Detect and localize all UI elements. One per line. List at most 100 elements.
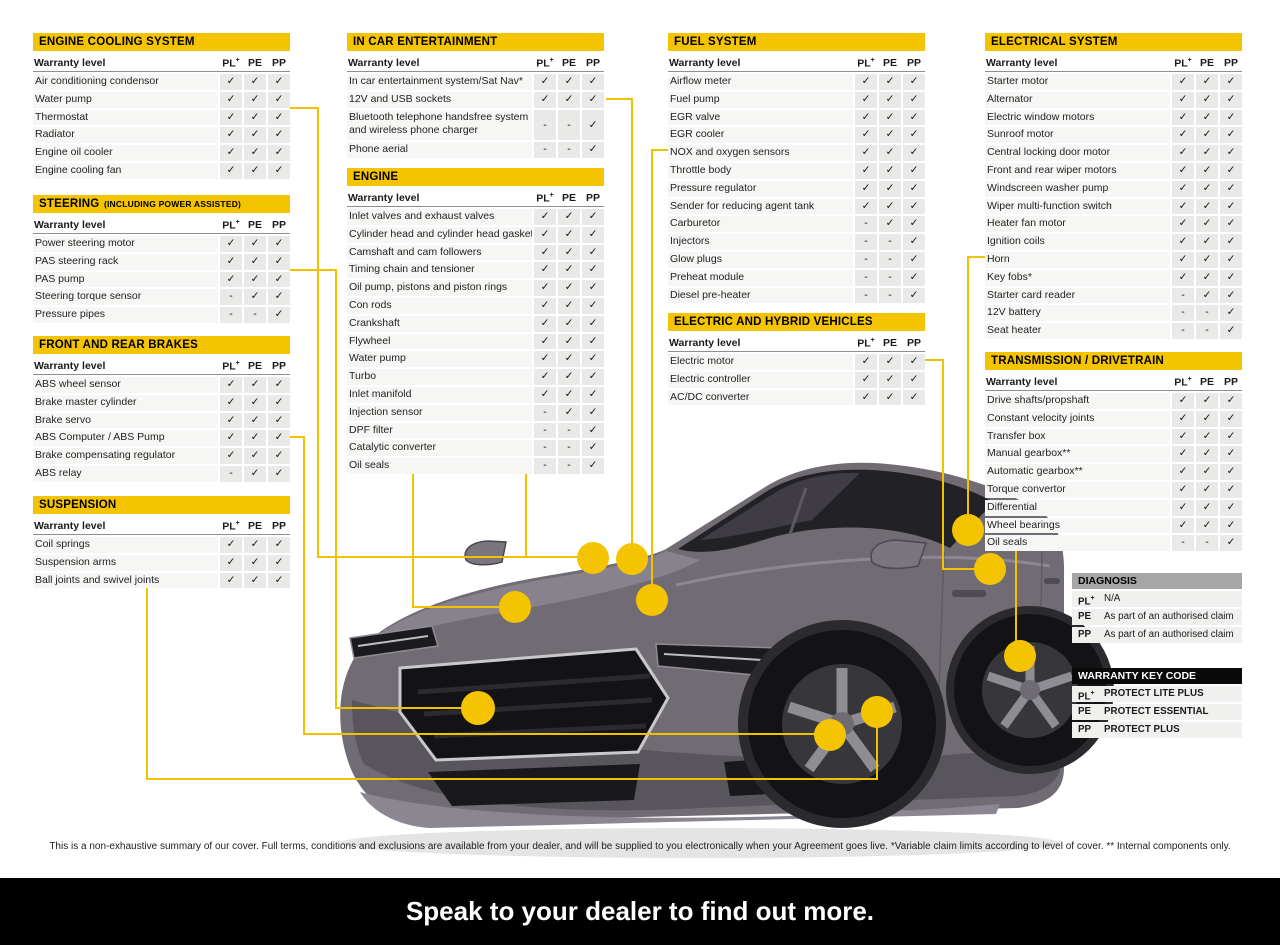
key-code-row: PE PROTECT ESSENTIAL xyxy=(1072,704,1242,720)
check-cell: ✓ xyxy=(220,236,242,252)
check-cell: ✓ xyxy=(1196,198,1218,215)
car-hood-highlight xyxy=(372,551,700,640)
check-cell: ✓ xyxy=(558,280,580,296)
level-column-header: PE xyxy=(247,57,262,69)
component-label: Suspension arms xyxy=(33,554,218,571)
check-cell: ✓ xyxy=(855,109,877,126)
check-cell: ✓ xyxy=(903,198,925,215)
callout-dot-rear-wheel xyxy=(1004,640,1036,672)
table-row: Water pump ✓ ✓ ✓ xyxy=(347,351,604,368)
check-cell: ✓ xyxy=(244,162,266,179)
check-cell: ✓ xyxy=(268,162,290,179)
level-column-header: PL+ xyxy=(222,218,240,232)
component-label: Transfer box xyxy=(985,428,1170,445)
component-label: Electric controller xyxy=(668,371,853,388)
check-cell: ✓ xyxy=(582,74,604,90)
component-label: Con rods xyxy=(347,297,532,314)
component-label: Front and rear wiper motors xyxy=(985,162,1170,179)
check-cell: ✓ xyxy=(244,412,266,429)
callout-dot-roof-side xyxy=(952,514,984,546)
check-cell: ✓ xyxy=(1220,180,1242,197)
connector-engine-cooling xyxy=(290,107,585,558)
check-cell: ✓ xyxy=(244,554,266,571)
table-row: Flywheel ✓ ✓ ✓ xyxy=(347,333,604,350)
dash-cell: - xyxy=(1172,287,1194,304)
check-cell: ✓ xyxy=(1196,464,1218,480)
dash-cell: - xyxy=(534,440,556,457)
check-cell: ✓ xyxy=(268,448,290,464)
table-row: Turbo ✓ ✓ ✓ xyxy=(347,369,604,385)
component-label: DPF filter xyxy=(347,422,532,439)
table-row: Inlet valves and exhaust valves ✓ ✓ ✓ xyxy=(347,209,604,225)
table-row: NOX and oxygen sensors ✓ ✓ ✓ xyxy=(668,145,925,161)
component-label: Cylinder head and cylinder head gasket xyxy=(347,226,532,243)
check-cell: ✓ xyxy=(244,289,266,306)
check-cell: ✓ xyxy=(903,287,925,304)
level-column-header: PE xyxy=(1199,57,1214,69)
check-cell: ✓ xyxy=(1220,251,1242,268)
table-row: In car entertainment system/Sat Nav* ✓ ✓ ✓ xyxy=(347,74,604,90)
check-cell: ✓ xyxy=(1196,234,1218,250)
component-label: Flywheel xyxy=(347,333,532,350)
table-electric-and-hybrid-vehicles: ELECTRIC AND HYBRID VEHICLES Warranty lev… xyxy=(668,313,925,407)
car-splitter xyxy=(360,792,1000,828)
check-cell: ✓ xyxy=(903,269,925,286)
check-cell: ✓ xyxy=(534,280,556,296)
table-row: 12V and USB sockets ✓ ✓ ✓ xyxy=(347,91,604,108)
warranty-level-label: Warranty level xyxy=(348,57,420,69)
check-cell: ✓ xyxy=(268,91,290,108)
component-label: Brake compensating regulator xyxy=(33,448,218,464)
check-cell: ✓ xyxy=(558,369,580,385)
table-row: Suspension arms ✓ ✓ ✓ xyxy=(33,554,290,571)
dash-cell: - xyxy=(220,465,242,482)
connector-in-car-entertainment xyxy=(606,98,633,550)
check-cell: ✓ xyxy=(855,145,877,161)
diagnosis-text: N/A xyxy=(1104,593,1121,604)
component-label: Engine cooling fan xyxy=(33,162,218,179)
component-label: Throttle body xyxy=(668,162,853,179)
check-cell: ✓ xyxy=(582,297,604,314)
component-label: Diesel pre-heater xyxy=(668,287,853,304)
car-headlight-right-drl xyxy=(663,653,763,661)
legal-footnote: This is a non-exhaustive summary of our … xyxy=(49,841,1231,852)
dash-cell: - xyxy=(879,269,901,286)
dash-cell: - xyxy=(879,251,901,268)
check-cell: ✓ xyxy=(1220,234,1242,250)
component-label: AC/DC converter xyxy=(668,389,853,406)
component-label: Brake master cylinder xyxy=(33,394,218,411)
check-cell: ✓ xyxy=(244,91,266,108)
dash-cell: - xyxy=(534,404,556,421)
component-label: Differential xyxy=(985,499,1170,516)
check-cell: ✓ xyxy=(268,430,290,447)
callout-dot-front-wheel-upper xyxy=(861,696,893,728)
check-cell: ✓ xyxy=(1172,464,1194,480)
table-row: Con rods ✓ ✓ ✓ xyxy=(347,297,604,314)
component-label: Engine oil cooler xyxy=(33,145,218,161)
check-cell: ✓ xyxy=(534,74,556,90)
component-label: Wheel bearings xyxy=(985,517,1170,534)
check-cell: ✓ xyxy=(558,404,580,421)
check-cell: ✓ xyxy=(220,271,242,288)
component-label: ABS relay xyxy=(33,465,218,482)
check-cell: ✓ xyxy=(244,377,266,393)
check-cell: ✓ xyxy=(1196,287,1218,304)
dash-cell: - xyxy=(879,234,901,250)
callout-dot-windscreen-right xyxy=(616,543,648,575)
table-row: Radiator ✓ ✓ ✓ xyxy=(33,127,290,144)
check-cell: ✓ xyxy=(1196,393,1218,409)
callout-dots xyxy=(461,514,1036,751)
table-row: Timing chain and tensioner ✓ ✓ ✓ xyxy=(347,262,604,279)
component-label: Water pump xyxy=(33,91,218,108)
table-row: EGR cooler ✓ ✓ ✓ xyxy=(668,127,925,144)
check-cell: ✓ xyxy=(582,404,604,421)
level-column-header: PE xyxy=(1199,376,1214,388)
check-cell: ✓ xyxy=(534,91,556,108)
table-row: Transfer box ✓ ✓ ✓ xyxy=(985,428,1242,445)
check-cell: ✓ xyxy=(582,262,604,279)
table-steering: STEERING (INCLUDING POWER ASSISTED) Warra… xyxy=(33,195,290,325)
table-row: Water pump ✓ ✓ ✓ xyxy=(33,91,290,108)
check-cell: ✓ xyxy=(220,572,242,589)
level-column-header: PL+ xyxy=(857,336,875,350)
warranty-level-label: Warranty level xyxy=(34,520,106,532)
component-label: Pressure pipes xyxy=(33,307,218,323)
